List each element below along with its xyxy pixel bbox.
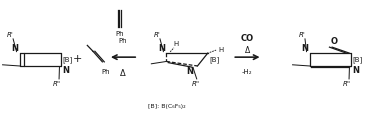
Text: H: H xyxy=(218,47,224,52)
Text: [B]: [B] xyxy=(353,56,363,63)
Text: Ph: Ph xyxy=(102,69,110,75)
Text: N: N xyxy=(186,67,194,76)
Text: [B]: B(C₆F₅)₂: [B]: B(C₆F₅)₂ xyxy=(147,104,185,109)
Text: R": R" xyxy=(192,81,200,87)
Text: CO: CO xyxy=(241,34,254,43)
Text: R": R" xyxy=(343,81,351,87)
Text: +: + xyxy=(73,55,82,64)
Text: -H₂: -H₂ xyxy=(242,69,253,75)
Text: R": R" xyxy=(53,81,61,87)
Text: Δ: Δ xyxy=(120,69,126,78)
Text: [B]: [B] xyxy=(63,56,73,63)
Text: Ph: Ph xyxy=(115,31,124,37)
Text: N: N xyxy=(11,44,18,53)
Text: N: N xyxy=(158,44,165,53)
Text: N: N xyxy=(301,44,308,53)
Text: N: N xyxy=(352,66,359,75)
Text: R': R' xyxy=(299,32,305,38)
Text: O: O xyxy=(330,37,338,46)
Text: Ph: Ph xyxy=(119,38,127,44)
Text: Δ: Δ xyxy=(245,46,250,55)
Text: N: N xyxy=(62,66,70,75)
Text: [B]: [B] xyxy=(210,56,220,63)
Text: R': R' xyxy=(153,32,160,38)
Text: H: H xyxy=(173,41,178,47)
Text: R': R' xyxy=(7,32,14,38)
